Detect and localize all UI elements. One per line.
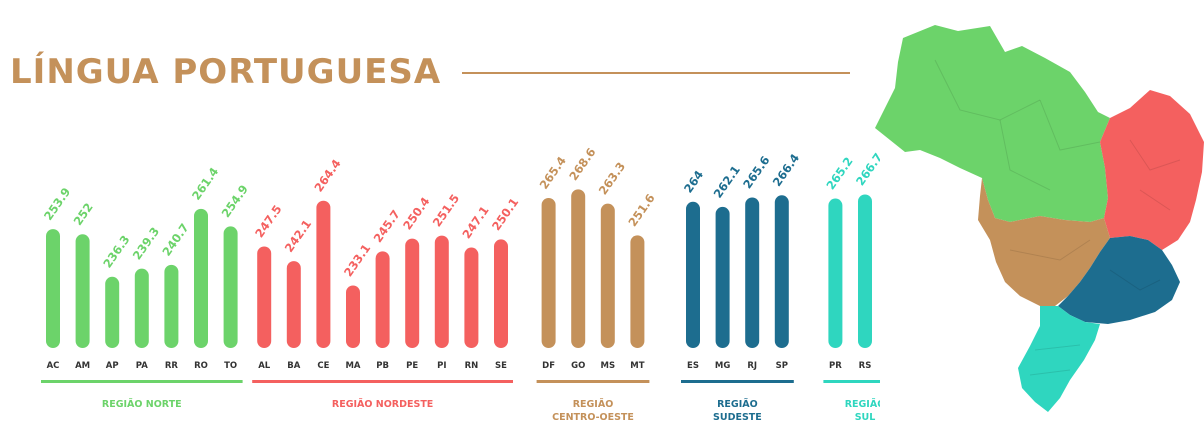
tick-label-am: AM (75, 361, 90, 371)
bar-pb (375, 251, 390, 348)
region-line-nordeste (252, 380, 513, 383)
tick-label-ac: AC (47, 361, 60, 371)
tick-label-mg: MG (715, 361, 730, 371)
tick-label-df: DF (542, 361, 555, 371)
tick-label-to: TO (224, 361, 237, 371)
bar-ap (105, 276, 120, 348)
bar-am (75, 234, 90, 348)
bar-ma (346, 285, 360, 348)
title-underline (462, 72, 850, 74)
map-region-nordeste (1100, 90, 1204, 250)
bar-df (541, 197, 556, 348)
map-region-norte (875, 25, 1110, 222)
bar-pa (134, 268, 149, 348)
bar-pi (434, 235, 449, 348)
bar-sp (774, 195, 789, 348)
tick-label-ap: AP (106, 361, 119, 371)
bar-se (494, 239, 508, 348)
bar-go (571, 189, 586, 348)
tick-label-ro: RO (194, 361, 208, 371)
bar-mg (715, 206, 730, 348)
bar-rr (164, 264, 179, 348)
map-region-sudeste (1058, 236, 1180, 324)
bar-pr (828, 198, 843, 348)
tick-label-es: ES (687, 361, 699, 371)
region-label-centro_oeste-line2: CENTRO-OESTE (552, 412, 634, 423)
tick-label-rj: RJ (747, 361, 757, 371)
bar-ba (286, 261, 301, 348)
bar-ce (316, 200, 331, 348)
map-region-sul (1018, 306, 1100, 412)
tick-label-rn: RN (465, 361, 479, 371)
map-region-centro-oeste (978, 178, 1110, 306)
region-label-sul-line1: REGIÃO (845, 399, 880, 410)
tick-label-al: AL (258, 361, 271, 371)
tick-label-sp: SP (776, 361, 788, 371)
bar-ac (46, 229, 60, 348)
region-label-sul-line2: SUL (855, 412, 876, 423)
tick-label-ce: CE (317, 361, 329, 371)
map-state-borders (934, 59, 1181, 376)
tick-label-ma: MA (345, 361, 360, 371)
tick-label-rr: RR (165, 361, 179, 371)
region-label-nordeste: REGIÃO NORDESTE (332, 399, 433, 410)
region-line-norte (41, 380, 243, 383)
tick-label-go: GO (571, 361, 585, 371)
bar-chart: 253.9AC252AM236.3AP239.3PA240.7RR261.4RO… (41, 145, 880, 423)
tick-label-pi: PI (437, 361, 446, 371)
region-label-sudeste-line2: SUDESTE (713, 412, 762, 423)
tick-label-pe: PE (406, 361, 418, 371)
tick-label-se: SE (495, 361, 507, 371)
bar-al (257, 246, 272, 348)
region-line-sul (823, 380, 880, 383)
region-label-centro_oeste-line1: REGIÃO (573, 399, 614, 410)
tick-label-rs: RS (859, 361, 872, 371)
chart-title: LÍNGUA PORTUGUESA (10, 52, 442, 92)
bar-ro (194, 208, 208, 348)
tick-label-ba: BA (287, 361, 300, 371)
bar-mt (630, 235, 645, 348)
region-line-centro_oeste (536, 380, 650, 383)
bar-rj (745, 197, 760, 348)
bar-pe (405, 238, 420, 348)
region-line-sudeste (681, 380, 794, 383)
tick-label-pr: PR (829, 361, 842, 371)
tick-label-pb: PB (376, 361, 389, 371)
tick-label-mt: MT (630, 361, 644, 371)
bar-to (223, 226, 238, 348)
bar-rn (464, 247, 479, 348)
tick-label-pa: PA (136, 361, 148, 371)
bar-rs (858, 194, 872, 348)
region-label-sudeste-line1: REGIÃO (717, 399, 758, 410)
bar-es (686, 201, 700, 348)
bar-ms (600, 203, 615, 348)
region-label-norte: REGIÃO NORTE (102, 399, 182, 410)
tick-label-ms: MS (601, 361, 616, 371)
